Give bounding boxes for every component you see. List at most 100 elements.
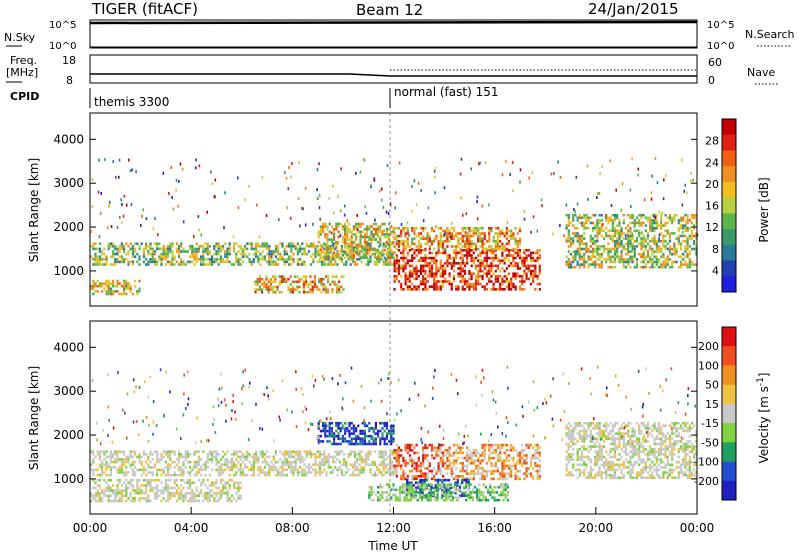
echo-cell — [331, 288, 334, 291]
echo-cell — [366, 424, 369, 428]
echo-cell — [457, 446, 460, 449]
echo-cell — [419, 237, 423, 240]
echo-cell — [270, 255, 273, 258]
sparse-echo — [381, 187, 383, 191]
echo-cell — [182, 494, 185, 498]
echo-cell — [415, 464, 418, 468]
echo-cell — [370, 491, 373, 494]
echo-cell — [123, 460, 126, 464]
echo-cell — [461, 234, 464, 238]
echo-cell — [510, 262, 513, 265]
echo-cell — [404, 275, 407, 278]
echo-cell — [384, 458, 387, 461]
echo-cell — [302, 283, 305, 286]
echo-cell — [105, 282, 108, 285]
echo-cell — [673, 260, 676, 264]
sparse-echo — [197, 215, 200, 219]
echo-cell — [576, 247, 579, 251]
echo-cell — [125, 486, 128, 490]
echo-cell — [629, 216, 632, 220]
echo-cell — [620, 252, 623, 256]
echo-cell — [327, 453, 330, 456]
echo-cell — [330, 427, 333, 430]
echo-cell — [507, 288, 511, 291]
echo-cell — [378, 455, 381, 459]
echo-cell — [228, 242, 231, 245]
echo-cell — [127, 282, 130, 285]
echo-cell — [653, 229, 656, 233]
echo-cell — [114, 245, 117, 248]
echo-cell — [406, 449, 409, 452]
echo-cell — [189, 260, 192, 264]
echo-cell — [538, 446, 541, 449]
sparse-echo — [109, 201, 111, 204]
echo-cell — [123, 245, 126, 248]
echo-cell — [472, 454, 475, 457]
echo-cell — [145, 258, 148, 261]
echo-cell — [413, 232, 416, 235]
echo-cell — [494, 443, 497, 447]
echo-cell — [379, 421, 382, 425]
echo-cell — [228, 497, 231, 500]
echo-cell — [96, 247, 99, 251]
echo-cell — [147, 499, 150, 503]
echo-cell — [307, 285, 310, 289]
echo-cell — [90, 494, 93, 498]
echo-cell — [338, 460, 341, 464]
echo-cell — [316, 288, 319, 291]
echo-cell — [294, 247, 297, 251]
echo-cell — [507, 454, 511, 457]
echo-cell — [388, 233, 391, 236]
echo-cell — [151, 473, 154, 477]
echo-cell — [103, 489, 106, 492]
echo-cell — [326, 246, 329, 249]
echo-cell — [466, 237, 469, 240]
echo-cell — [228, 245, 231, 248]
echo-cell — [627, 252, 630, 256]
echo-cell — [348, 432, 351, 435]
sparse-echo — [415, 203, 418, 207]
echo-cell — [215, 252, 218, 256]
echo-cell — [272, 263, 275, 266]
echo-cell — [346, 235, 349, 239]
sparse-echo — [145, 217, 148, 221]
echo-cell — [404, 247, 407, 251]
echo-cell — [129, 284, 132, 288]
echo-cell — [319, 233, 322, 236]
echo-cell — [450, 467, 453, 470]
echo-cell — [499, 262, 502, 265]
echo-cell — [477, 280, 480, 283]
sparse-echo — [123, 194, 126, 198]
echo-cell — [290, 460, 293, 464]
echo-cell — [655, 239, 658, 243]
echo-cell — [466, 240, 469, 243]
echo-cell — [292, 245, 295, 248]
echo-cell — [529, 459, 533, 462]
echo-cell — [361, 421, 364, 425]
echo-cell — [215, 258, 218, 261]
echo-cell — [239, 258, 242, 261]
echo-cell — [153, 450, 156, 453]
echo-cell — [395, 467, 398, 470]
echo-cell — [125, 455, 128, 459]
echo-cell — [444, 269, 447, 273]
echo-cell — [583, 224, 586, 227]
echo-cell — [302, 275, 305, 278]
sparse-echo — [464, 230, 467, 234]
echo-cell — [307, 290, 310, 294]
echo-cell — [461, 481, 464, 485]
echo-cell — [217, 263, 220, 266]
echo-cell — [259, 453, 262, 456]
echo-cell — [470, 282, 473, 286]
echo-cell — [510, 249, 513, 252]
echo-cell — [290, 245, 293, 248]
echo-cell — [424, 467, 427, 470]
echo-cell — [477, 240, 480, 243]
echo-cell — [496, 247, 500, 251]
echo-cell — [600, 229, 603, 233]
echo-cell — [125, 242, 128, 245]
echo-cell — [638, 224, 641, 227]
echo-cell — [325, 460, 328, 464]
echo-cell — [373, 471, 376, 474]
